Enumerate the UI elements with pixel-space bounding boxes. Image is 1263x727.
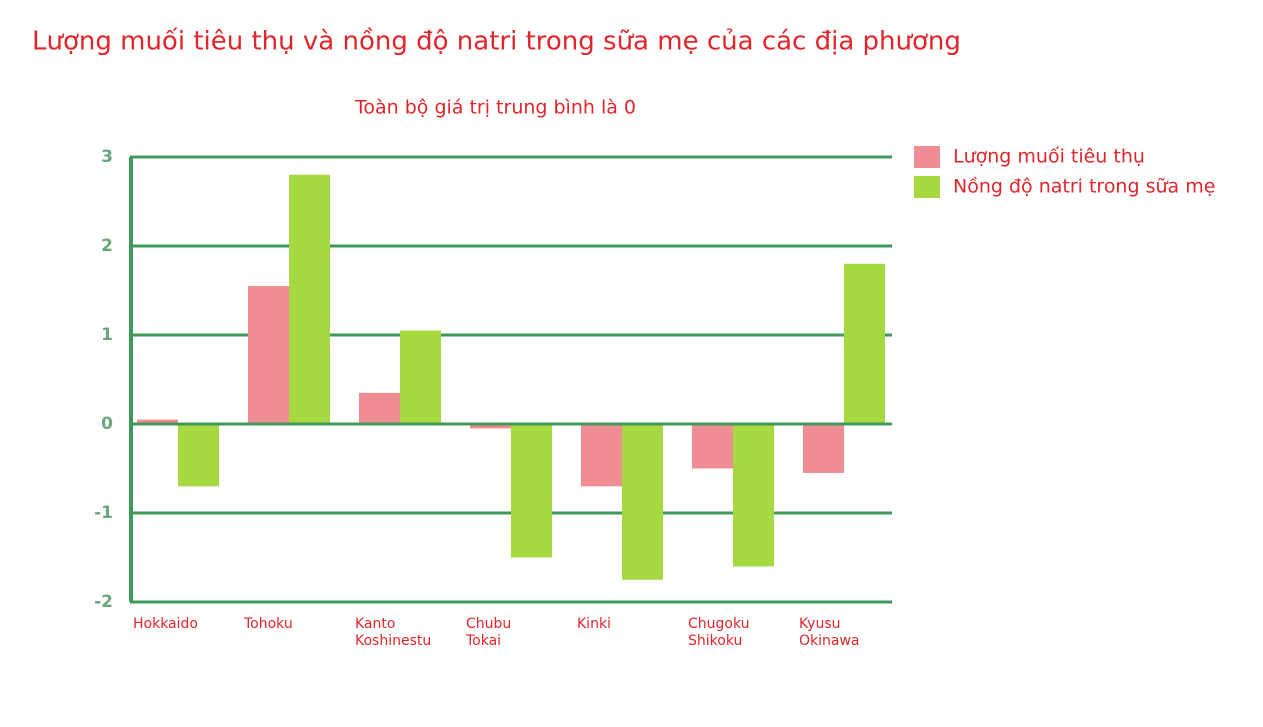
x-tick-label: Chugoku Shikoku	[688, 616, 750, 649]
chart-subtitle: Toàn bộ giá trị trung bình là 0	[354, 97, 636, 119]
y-tick-label: -1	[94, 503, 113, 523]
bar	[581, 424, 622, 487]
x-tick-label: Kyusu Okinawa	[799, 616, 860, 649]
bar	[289, 174, 330, 424]
bar	[178, 424, 219, 487]
bar	[470, 424, 511, 429]
legend-label: Nồng độ natri trong sữa mẹ	[953, 176, 1215, 198]
y-tick-label: 1	[101, 325, 113, 345]
y-tick-label: -2	[94, 592, 113, 612]
bar	[400, 330, 441, 424]
y-tick-label: 3	[101, 147, 113, 167]
bar	[511, 424, 552, 558]
bar	[248, 286, 289, 424]
x-tick-label: Tohoku	[244, 616, 293, 632]
bar	[137, 419, 178, 424]
bar	[692, 424, 733, 469]
y-tick-label: 0	[101, 414, 113, 434]
bar	[622, 424, 663, 580]
x-tick-label: Chubu Tokai	[466, 616, 512, 649]
bar	[359, 392, 400, 424]
x-tick-label: Hokkaido	[133, 616, 198, 632]
chart-title: Lượng muối tiêu thụ và nồng độ natri tro…	[32, 27, 961, 57]
bar	[803, 424, 844, 473]
legend-swatch	[914, 176, 940, 198]
legend-label: Lượng muối tiêu thụ	[953, 146, 1145, 168]
bar	[844, 263, 885, 424]
bar	[733, 424, 774, 567]
x-tick-label: Kanto Koshinestu	[355, 616, 432, 649]
x-tick-label: Kinki	[577, 616, 611, 632]
legend-swatch	[914, 146, 940, 168]
y-tick-label: 2	[101, 236, 113, 256]
